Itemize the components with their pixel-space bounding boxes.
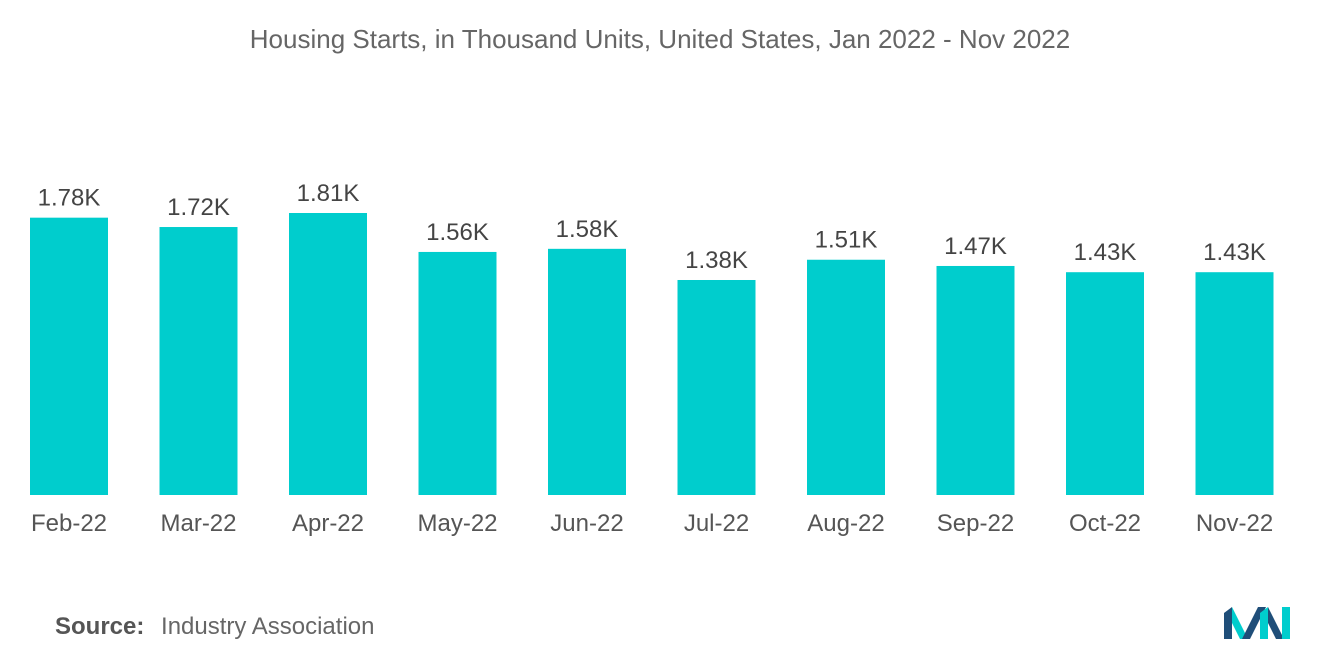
x-tick-label: Feb-22 [31, 510, 107, 537]
bar-oct-22 [1066, 272, 1144, 495]
source-note: Source: Industry Association [55, 613, 374, 641]
bar-apr-22 [289, 213, 367, 495]
data-label: 1.51K [815, 227, 878, 254]
bar-jul-22 [677, 279, 756, 495]
bar-nov-22 [1195, 272, 1274, 495]
data-label: 1.43K [1074, 239, 1137, 266]
x-tick-label: Mar-22 [160, 510, 236, 537]
bar-feb-22 [30, 217, 108, 495]
x-tick-label: May-22 [417, 510, 497, 537]
bar-chart: 1.78K Feb-22 1.72K Mar-22 1.81K Apr-22 1.56K Ma… [30, 180, 1274, 537]
data-label: 1.38K [685, 247, 748, 274]
bar-sep-22 [936, 265, 1015, 495]
data-label: 1.43K [1203, 239, 1266, 266]
source-text: Industry Association [161, 613, 375, 640]
data-label: 1.72K [167, 194, 230, 221]
bar-may-22 [418, 251, 497, 495]
data-label: 1.81K [297, 180, 360, 207]
data-label: 1.58K [556, 216, 619, 243]
x-tick-label: Jun-22 [550, 510, 623, 537]
bar-jun-22 [548, 248, 626, 495]
x-tick-label: Oct-22 [1069, 510, 1141, 537]
x-tick-label: Jul-22 [684, 510, 749, 537]
brand-logo-icon [1224, 607, 1290, 639]
chart-title: Housing Starts, in Thousand Units, Unite… [249, 24, 1071, 54]
data-label: 1.78K [38, 185, 101, 212]
data-label: 1.47K [944, 233, 1007, 260]
bar-aug-22 [807, 259, 885, 495]
data-label: 1.56K [426, 219, 489, 246]
x-tick-label: Aug-22 [807, 510, 884, 537]
x-tick-label: Apr-22 [292, 510, 364, 537]
bar-mar-22 [159, 227, 238, 495]
x-tick-label: Sep-22 [937, 510, 1014, 537]
source-label: Source: [55, 613, 145, 640]
x-tick-label: Nov-22 [1196, 510, 1273, 537]
